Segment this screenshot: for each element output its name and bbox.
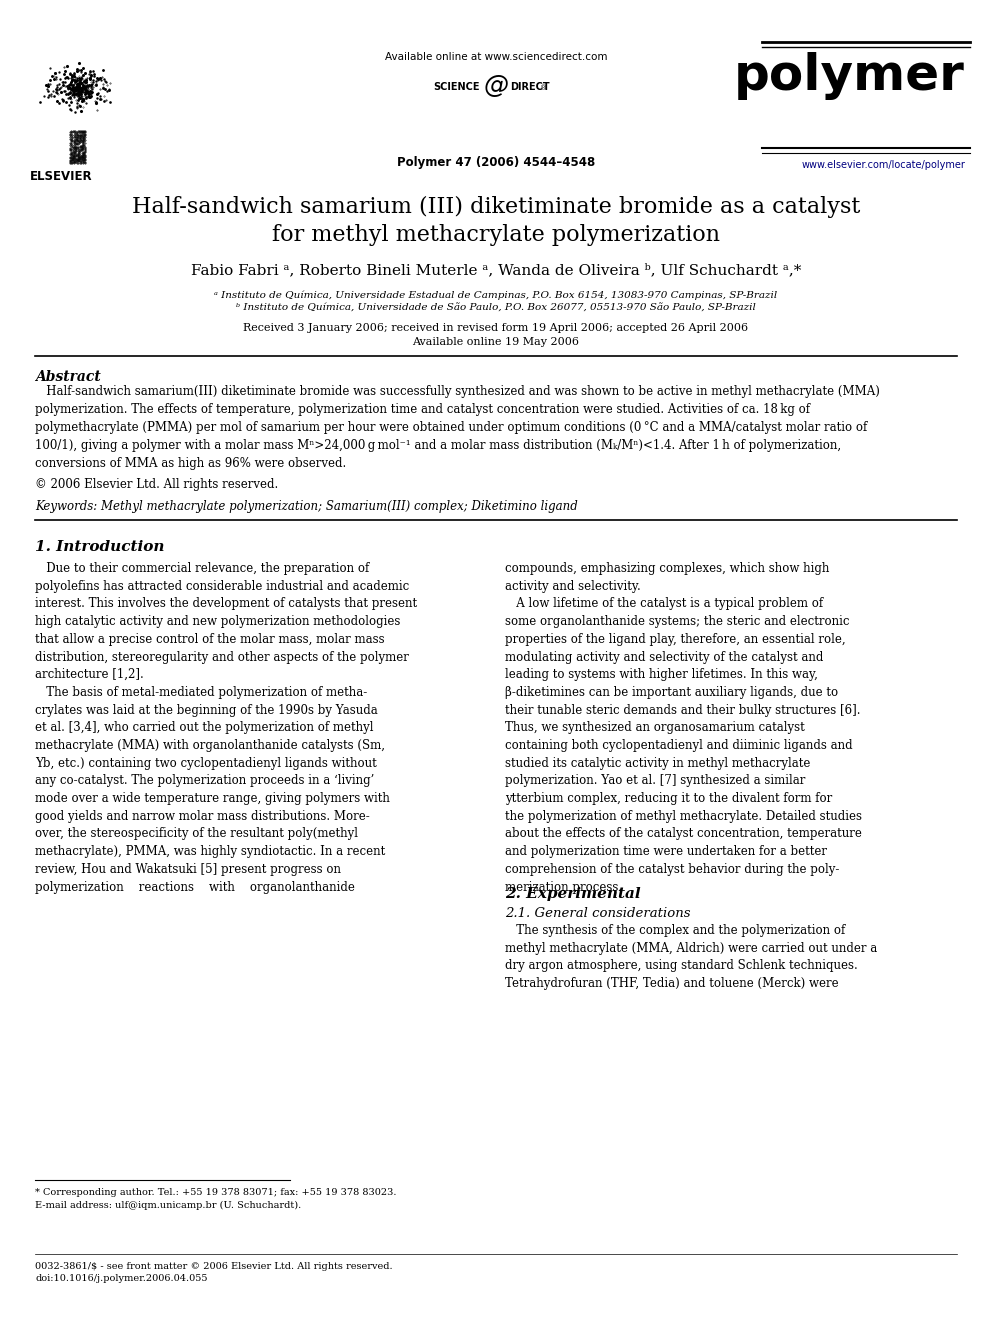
Text: Half-sandwich samarium(III) diketiminate bromide was successfully synthesized an: Half-sandwich samarium(III) diketiminate… — [35, 385, 880, 470]
Text: compounds, emphasizing complexes, which show high
activity and selectivity.
   A: compounds, emphasizing complexes, which … — [505, 562, 862, 893]
Text: Received 3 January 2006; received in revised form 19 April 2006; accepted 26 Apr: Received 3 January 2006; received in rev… — [243, 323, 749, 333]
Text: Available online at www.sciencedirect.com: Available online at www.sciencedirect.co… — [385, 52, 607, 62]
Text: ᵃ Instituto de Química, Universidade Estadual de Campinas, P.O. Box 6154, 13083-: ᵃ Instituto de Química, Universidade Est… — [214, 290, 778, 299]
Text: doi:10.1016/j.polymer.2006.04.055: doi:10.1016/j.polymer.2006.04.055 — [35, 1274, 207, 1283]
Text: 0032-3861/$ - see front matter © 2006 Elsevier Ltd. All rights reserved.: 0032-3861/$ - see front matter © 2006 El… — [35, 1262, 393, 1271]
Text: SCIENCE: SCIENCE — [434, 82, 480, 93]
Text: 2.1. General considerations: 2.1. General considerations — [505, 908, 690, 919]
Text: 2. Experimental: 2. Experimental — [505, 886, 641, 901]
Text: Due to their commercial relevance, the preparation of
polyolefins has attracted : Due to their commercial relevance, the p… — [35, 562, 417, 893]
Text: * Corresponding author. Tel.: +55 19 378 83071; fax: +55 19 378 83023.: * Corresponding author. Tel.: +55 19 378… — [35, 1188, 397, 1197]
Text: www.elsevier.com/locate/polymer: www.elsevier.com/locate/polymer — [802, 160, 965, 169]
Text: ®: ® — [540, 85, 548, 91]
Text: Available online 19 May 2006: Available online 19 May 2006 — [413, 337, 579, 347]
Text: Fabio Fabri ᵃ, Roberto Bineli Muterle ᵃ, Wanda de Oliveira ᵇ, Ulf Schuchardt ᵃ,*: Fabio Fabri ᵃ, Roberto Bineli Muterle ᵃ,… — [190, 263, 802, 277]
Text: ᵇ Instituto de Química, Universidade de São Paulo, P.O. Box 26077, 05513-970 São: ᵇ Instituto de Química, Universidade de … — [236, 304, 756, 314]
Text: Polymer 47 (2006) 4544–4548: Polymer 47 (2006) 4544–4548 — [397, 156, 595, 169]
Text: 1. Introduction: 1. Introduction — [35, 540, 165, 554]
Text: E-mail address: ulf@iqm.unicamp.br (U. Schuchardt).: E-mail address: ulf@iqm.unicamp.br (U. S… — [35, 1201, 302, 1211]
Text: ELSEVIER: ELSEVIER — [30, 169, 92, 183]
Text: © 2006 Elsevier Ltd. All rights reserved.: © 2006 Elsevier Ltd. All rights reserved… — [35, 478, 278, 491]
Text: Keywords: Methyl methacrylate polymerization; Samarium(III) complex; Diketimino : Keywords: Methyl methacrylate polymeriza… — [35, 500, 577, 513]
Text: Abstract: Abstract — [35, 370, 101, 384]
Text: DIRECT: DIRECT — [510, 82, 550, 93]
Text: polymer: polymer — [734, 52, 965, 101]
Text: for methyl methacrylate polymerization: for methyl methacrylate polymerization — [272, 224, 720, 246]
Text: The synthesis of the complex and the polymerization of
methyl methacrylate (MMA,: The synthesis of the complex and the pol… — [505, 923, 877, 990]
Text: @: @ — [483, 74, 509, 98]
Text: Half-sandwich samarium (III) diketiminate bromide as a catalyst: Half-sandwich samarium (III) diketiminat… — [132, 196, 860, 218]
